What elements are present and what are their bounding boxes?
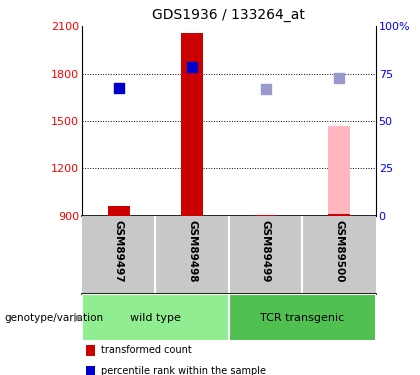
Text: GSM89497: GSM89497 [114, 220, 123, 282]
Bar [181, 33, 203, 216]
Bar [108, 206, 130, 216]
Bar [328, 214, 350, 216]
Point [189, 64, 196, 70]
Point [116, 85, 122, 91]
Text: wild type: wild type [130, 313, 181, 323]
Text: ▶: ▶ [74, 313, 82, 323]
Text: genotype/variation: genotype/variation [4, 313, 103, 323]
Bar [82, 294, 229, 341]
Text: GSM89499: GSM89499 [261, 220, 270, 282]
Text: GSM89498: GSM89498 [187, 220, 197, 282]
Title: GDS1936 / 133264_at: GDS1936 / 133264_at [152, 9, 305, 22]
Text: GSM89500: GSM89500 [334, 220, 344, 282]
Text: percentile rank within the sample: percentile rank within the sample [101, 366, 266, 375]
Bar [328, 126, 350, 216]
Text: TCR transgenic: TCR transgenic [260, 313, 344, 323]
Bar [229, 294, 376, 341]
Text: transformed count: transformed count [101, 345, 192, 355]
Bar [255, 215, 277, 216]
Point [336, 75, 343, 81]
Point [262, 86, 269, 92]
